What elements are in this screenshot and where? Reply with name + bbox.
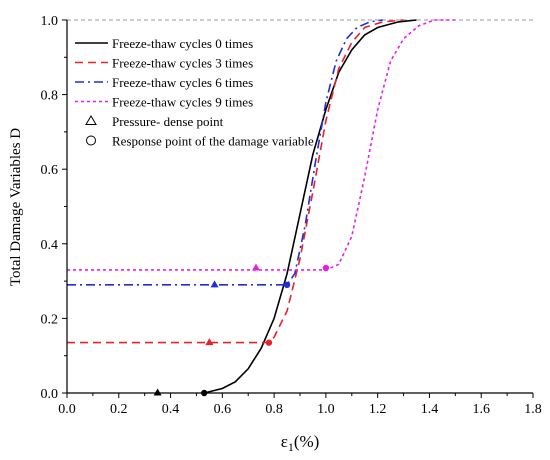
- x-axis-label: ε1(%): [281, 432, 320, 454]
- y-tick-label-3: 0.6: [41, 163, 59, 178]
- legend-label-2: Freeze-thaw cycles 6 times: [112, 75, 253, 90]
- x-tick-label-7: 1.4: [421, 402, 439, 417]
- x-tick-label-1: 0.2: [110, 402, 128, 417]
- response-point-1: [265, 339, 273, 346]
- response-point-3: [322, 264, 330, 272]
- x-axis-label-symbol: ε: [281, 432, 288, 451]
- y-tick-label-1: 0.2: [41, 312, 59, 327]
- series-line-1: [67, 19, 404, 344]
- pressure-dense-point-3: [251, 263, 260, 271]
- pressure-dense-point-1: [205, 338, 214, 346]
- y-axis-label: Total Damage Variables D: [8, 128, 24, 286]
- x-axis-label-unit: (%): [294, 432, 319, 451]
- series-line-2: [67, 19, 383, 286]
- legend-circle-marker: [86, 135, 96, 146]
- y-tick-label-5: 1.0: [41, 14, 59, 29]
- legend-triangle-marker: [85, 115, 97, 125]
- x-tick-label-6: 1.2: [369, 402, 387, 417]
- pressure-dense-point-0: [153, 388, 162, 396]
- x-tick-label-3: 0.6: [214, 402, 232, 417]
- pressure-dense-point-2: [210, 280, 219, 288]
- legend-label-0: Freeze-thaw cycles 0 times: [112, 36, 253, 51]
- response-point-2: [283, 281, 291, 289]
- legend: Freeze-thaw cycles 0 times Freeze-thaw cy…: [75, 36, 314, 149]
- x-tick-label-9: 1.8: [524, 402, 542, 417]
- x-tick-label-2: 0.4: [162, 402, 180, 417]
- x-tick-label-4: 0.8: [265, 402, 283, 417]
- legend-marker-label-1: Response point of the damage variable: [112, 134, 314, 149]
- series-line-3: [67, 19, 456, 271]
- axes-layer: 0.0 0.2 0.4 0.6 0.8 1.0 1.2 1.4 1.6 1.8 0.0 0.2 0.4 0…: [41, 14, 542, 417]
- legend-label-1: Freeze-thaw cycles 3 times: [112, 56, 253, 71]
- plot-layer: [67, 19, 533, 397]
- x-tick-label-0: 0.0: [58, 402, 76, 417]
- legend-label-3: Freeze-thaw cycles 9 times: [112, 95, 253, 110]
- x-axis-label-subscript: 1: [288, 440, 294, 454]
- series-line-0: [204, 19, 417, 394]
- y-tick-label-2: 0.4: [41, 238, 59, 253]
- legend-marker-label-0: Pressure- dense point: [112, 114, 224, 129]
- y-tick-label-4: 0.8: [41, 89, 59, 104]
- x-tick-label-8: 1.6: [472, 402, 490, 417]
- y-tick-label-0: 0.0: [41, 387, 59, 402]
- x-tick-label-5: 1.0: [317, 402, 335, 417]
